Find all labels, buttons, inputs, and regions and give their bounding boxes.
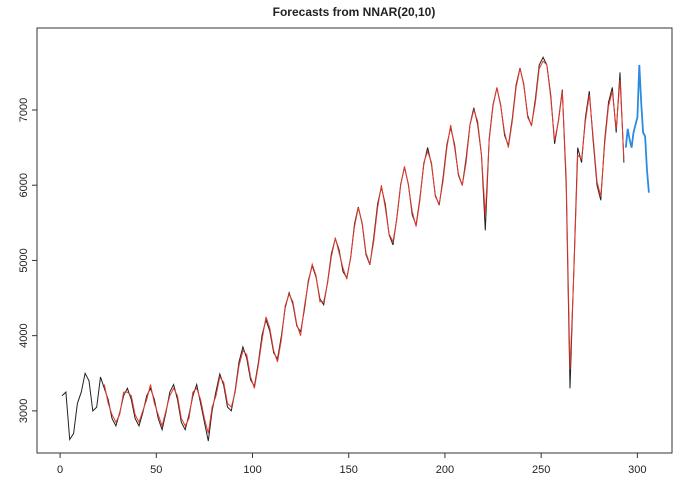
y-tick-label: 7000 — [18, 98, 30, 122]
x-tick-label: 150 — [340, 464, 358, 476]
x-tick-label: 100 — [243, 464, 261, 476]
x-tick-label: 300 — [628, 464, 646, 476]
y-tick-label: 4000 — [18, 323, 30, 347]
y-tick-label: 3000 — [18, 399, 30, 423]
x-tick-label: 250 — [532, 464, 550, 476]
plot-box — [36, 27, 673, 454]
series-line — [624, 64, 650, 193]
y-tick-label: 5000 — [18, 248, 30, 272]
y-tick-label: 6000 — [18, 173, 30, 197]
chart-title: Forecasts from NNAR(20,10) — [273, 5, 436, 19]
x-tick-label: 0 — [57, 464, 63, 476]
x-tick-label: 200 — [436, 464, 454, 476]
series-line — [103, 60, 625, 434]
x-tick-label: 50 — [150, 464, 162, 476]
